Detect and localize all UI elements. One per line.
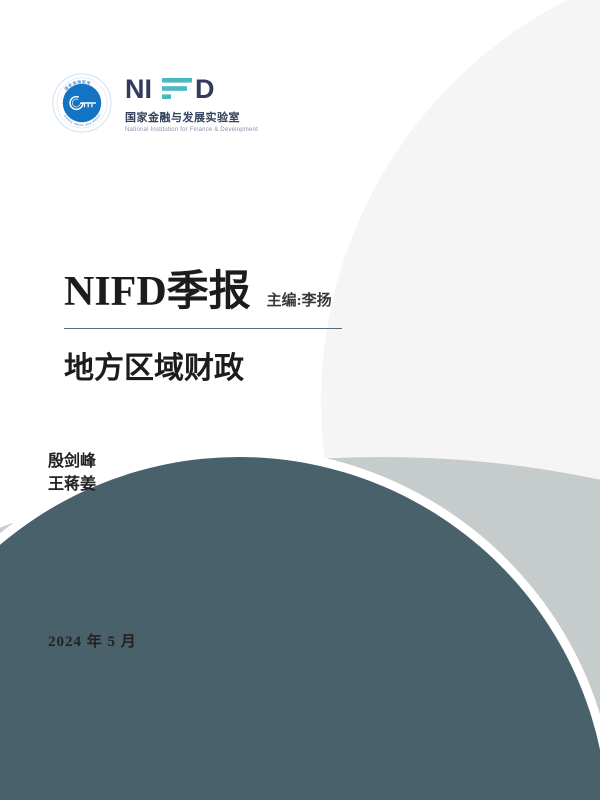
svg-text:NI: NI [125, 76, 152, 104]
svg-text:D: D [195, 76, 215, 104]
